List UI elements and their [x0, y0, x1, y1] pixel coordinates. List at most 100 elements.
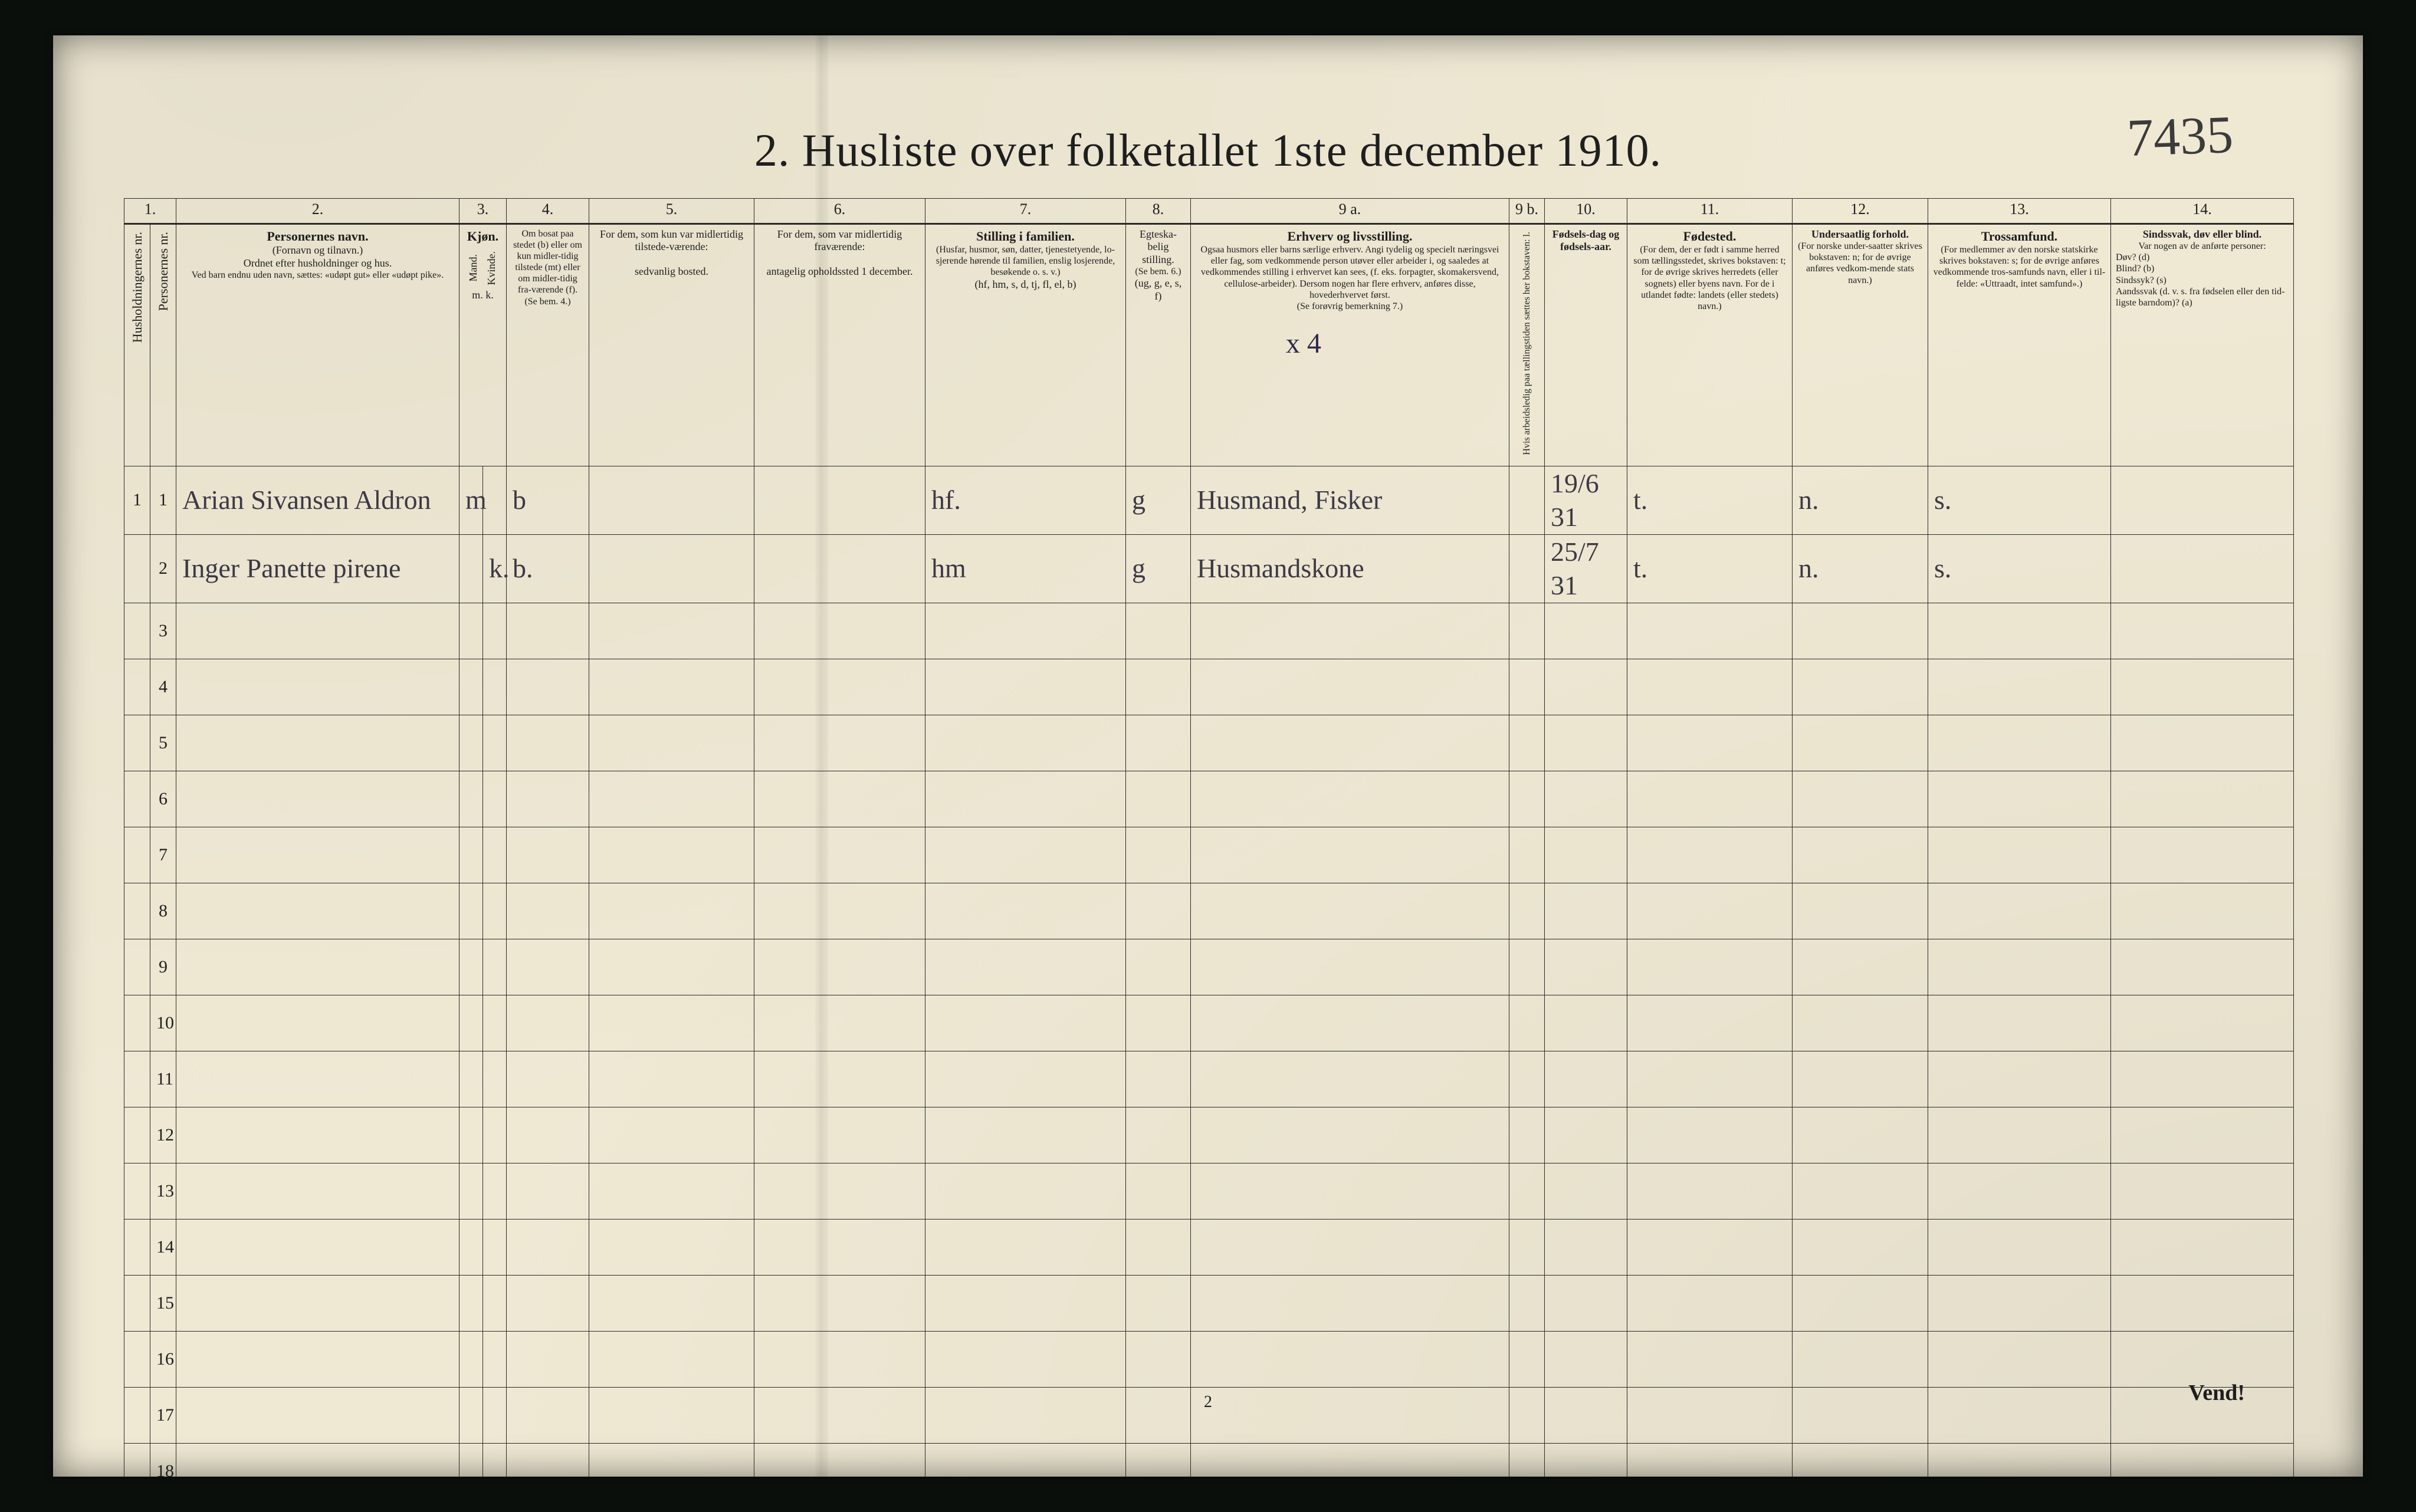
colnum-10: 10. [1545, 199, 1627, 224]
hdr-kjon-t: Kjøn. [464, 228, 501, 245]
cell-bosat [507, 659, 589, 715]
cell-bosat [507, 883, 589, 939]
cell-still [925, 939, 1126, 995]
table-row: 7 [124, 827, 2294, 883]
table-row: 11 [124, 1051, 2294, 1107]
cell-opph [754, 1275, 925, 1331]
cell-kk [483, 827, 507, 883]
cell-still [925, 827, 1126, 883]
cell-kk [483, 995, 507, 1051]
cell-km [459, 883, 483, 939]
cell-fdato [1545, 827, 1627, 883]
hdr-person-nr: Personernes nr. [150, 223, 176, 466]
column-label-row: Husholdningernes nr. Personernes nr. Per… [124, 223, 2294, 466]
cell-unders [1793, 827, 1928, 883]
cell-fsted [1627, 1219, 1793, 1275]
cell-egte [1126, 1443, 1191, 1477]
cell-unders [1793, 1331, 1928, 1387]
cell-name [176, 827, 459, 883]
cell-unders: n. [1793, 534, 1928, 603]
hdr-husholdning-nr: Husholdningernes nr. [124, 223, 150, 466]
cell-still [925, 659, 1126, 715]
cell-name [176, 1331, 459, 1387]
hdr-still-c: (hf, hm, s, d, tj, fl, el, b) [930, 278, 1121, 291]
row-husholdning-nr [124, 1331, 150, 1387]
cell-tros [1928, 883, 2111, 939]
hdr-sinds-t: Sindssvak, døv eller blind. [2116, 228, 2289, 241]
cell-name [176, 1107, 459, 1163]
cell-sedv [589, 603, 754, 659]
colnum-4: 4. [507, 199, 589, 224]
cell-km [459, 1051, 483, 1107]
hdr-sinds-c: Døv? (d) Blind? (b) Sindssyk? (s) Aandss… [2116, 252, 2289, 308]
cell-tros [1928, 715, 2111, 771]
cell-tros: s. [1928, 534, 2111, 603]
cell-still [925, 1275, 1126, 1331]
table-row: 4 [124, 659, 2294, 715]
cell-bosat [507, 1443, 589, 1477]
cell-opph [754, 1163, 925, 1219]
cell-fdato [1545, 1275, 1627, 1331]
hdr-bosat: Om bosat paa stedet (b) eller om kun mid… [507, 223, 589, 466]
cell-sinds [2111, 827, 2294, 883]
hdr-navn-l1: Personernes navn. [181, 228, 454, 245]
cell-sedv [589, 1051, 754, 1107]
cell-opph [754, 1387, 925, 1443]
cell-kk: k. [483, 534, 507, 603]
cell-bosat [507, 827, 589, 883]
cell-sedv [589, 1163, 754, 1219]
row-person-nr: 17 [150, 1387, 176, 1443]
hdr-fodselsdato: Fødsels-dag og fødsels-aar. [1545, 223, 1627, 466]
cell-fdato [1545, 883, 1627, 939]
cell-tros [1928, 1331, 2111, 1387]
colnum-2: 2. [176, 199, 459, 224]
hdr-sedv-t: For dem, som kun var midlertidig tilsted… [594, 228, 749, 254]
cell-kk [483, 1163, 507, 1219]
cell-egte [1126, 995, 1191, 1051]
cell-bosat [507, 1107, 589, 1163]
cell-arbl [1509, 1219, 1545, 1275]
row-person-nr: 4 [150, 659, 176, 715]
row-husholdning-nr [124, 1219, 150, 1275]
cell-fsted [1627, 1107, 1793, 1163]
row-person-nr: 8 [150, 883, 176, 939]
hdr-erhv-t: Erhverv og livsstilling. [1196, 228, 1504, 245]
cell-km [459, 771, 483, 827]
cell-still [925, 1443, 1126, 1477]
cell-arbl [1509, 1051, 1545, 1107]
colnum-14: 14. [2111, 199, 2294, 224]
hdr-erhv-c: (Se forøvrig bemerkning 7.) [1196, 301, 1504, 312]
cell-tros [1928, 771, 2111, 827]
cell-fdato: 19/6 31 [1545, 466, 1627, 534]
hdr-arbeidsledig: Hvis arbeidsledig paa tællingstiden sætt… [1509, 223, 1545, 466]
cell-fsted [1627, 827, 1793, 883]
cell-tros [1928, 1051, 2111, 1107]
cell-kk [483, 1219, 507, 1275]
cell-erhv [1191, 1387, 1509, 1443]
hdr-sedvanlig-bosted: For dem, som kun var midlertidig tilsted… [589, 223, 754, 466]
cell-egte: g [1126, 466, 1191, 534]
cell-km [459, 1219, 483, 1275]
cell-fsted [1627, 1051, 1793, 1107]
cell-erhv [1191, 603, 1509, 659]
cell-kk [483, 771, 507, 827]
cell-sedv [589, 534, 754, 603]
cell-opph [754, 883, 925, 939]
cell-opph [754, 715, 925, 771]
table-row: 15 [124, 1275, 2294, 1331]
hdr-navn-l4: Ved barn endnu uden navn, sættes: «udøpt… [181, 269, 454, 281]
hdr-trossamfund: Trossamfund. (For medlemmer av den norsk… [1928, 223, 2111, 466]
cell-kk [483, 1275, 507, 1331]
cell-unders [1793, 883, 1928, 939]
cell-erhv [1191, 1219, 1509, 1275]
table-row: 2Inger Panette pirenek.b.hmgHusmandskone… [124, 534, 2294, 603]
cell-opph [754, 603, 925, 659]
cell-opph [754, 659, 925, 715]
cell-fdato [1545, 1163, 1627, 1219]
cell-fsted [1627, 995, 1793, 1051]
cell-tros [1928, 603, 2111, 659]
cell-still [925, 715, 1126, 771]
hdr-unders-t: Undersaatlig forhold. [1797, 228, 1923, 241]
cell-still: hf. [925, 466, 1126, 534]
colnum-8: 8. [1126, 199, 1191, 224]
